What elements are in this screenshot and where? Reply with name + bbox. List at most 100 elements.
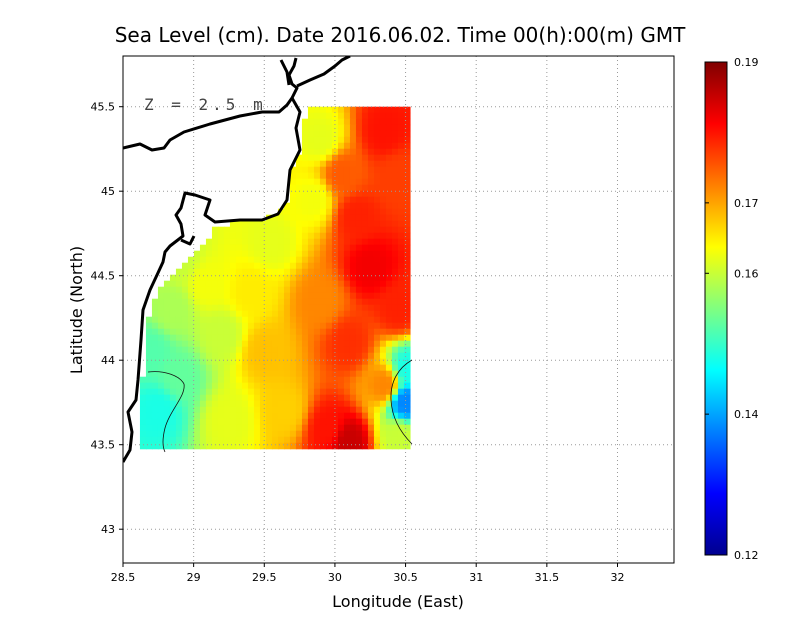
field-cell [199, 292, 207, 300]
field-cell [271, 352, 279, 360]
field-cell [223, 358, 231, 366]
field-cell [379, 442, 387, 450]
field-cell [175, 436, 183, 444]
field-cell [379, 166, 387, 174]
field-cell [295, 214, 303, 222]
field-cell [181, 340, 189, 348]
field-cell [337, 172, 345, 180]
field-cell [367, 292, 375, 300]
field-cell [139, 388, 147, 396]
field-cell [367, 406, 375, 414]
field-cell [403, 178, 411, 186]
field-cell [313, 178, 321, 186]
field-cell [301, 232, 309, 240]
field-cell [283, 382, 291, 390]
field-cell [337, 304, 345, 312]
field-cell [181, 442, 189, 450]
field-cell [325, 106, 333, 114]
field-cell [367, 436, 375, 444]
field-cell [277, 400, 285, 408]
field-cell [391, 412, 399, 420]
field-cell [301, 184, 309, 192]
field-cell [235, 412, 243, 420]
field-cell [325, 370, 333, 378]
field-cell [301, 250, 309, 258]
field-cell [193, 442, 201, 450]
field-cell [193, 304, 201, 312]
field-cell [169, 418, 177, 426]
field-cell [163, 316, 171, 324]
field-cell [253, 430, 261, 438]
field-cell [307, 346, 315, 354]
field-cell [211, 352, 219, 360]
field-cell [397, 244, 405, 252]
field-cell [355, 226, 363, 234]
field-cell [367, 184, 375, 192]
field-cell [193, 424, 201, 432]
field-cell [361, 202, 369, 210]
field-cell [295, 160, 303, 168]
field-cell [271, 412, 279, 420]
field-cell [175, 268, 183, 276]
field-cell [139, 376, 147, 384]
field-cell [337, 238, 345, 246]
field-cell [355, 292, 363, 300]
field-cell [199, 340, 207, 348]
grid [123, 56, 674, 563]
field-cell [229, 406, 237, 414]
field-cell [223, 424, 231, 432]
field-cell [337, 430, 345, 438]
field-cell [151, 424, 159, 432]
field-cell [271, 424, 279, 432]
field-cell [361, 340, 369, 348]
field-cell [217, 304, 225, 312]
field-cell [253, 382, 261, 390]
field-cell [217, 316, 225, 324]
field-cell [367, 280, 375, 288]
field-cell [343, 340, 351, 348]
field-cell [355, 154, 363, 162]
field-cell [361, 286, 369, 294]
field-cell [181, 424, 189, 432]
field-cell [373, 172, 381, 180]
field-cell [241, 274, 249, 282]
field-cell [349, 352, 357, 360]
field-cell [403, 118, 411, 126]
field-cell [343, 148, 351, 156]
x-tick-label: 28.5 [111, 571, 136, 584]
field-cell [193, 310, 201, 318]
field-cell [301, 412, 309, 420]
field-cell [247, 388, 255, 396]
field-cell [379, 214, 387, 222]
field-cell [193, 274, 201, 282]
field-cell [391, 214, 399, 222]
field-cell [205, 268, 213, 276]
field-cell [313, 322, 321, 330]
field-cell [385, 238, 393, 246]
field-cell [235, 436, 243, 444]
field-cell [355, 130, 363, 138]
field-cell [145, 322, 153, 330]
field-cell [247, 292, 255, 300]
field-cell [349, 286, 357, 294]
field-cell [385, 208, 393, 216]
field-cell [253, 268, 261, 276]
field-cell [277, 238, 285, 246]
field-cell [367, 400, 375, 408]
field-cell [223, 238, 231, 246]
field-cell [235, 340, 243, 348]
field-cell [397, 124, 405, 132]
field-cell [151, 370, 159, 378]
field-cell [217, 340, 225, 348]
field-cell [313, 226, 321, 234]
field-cell [373, 244, 381, 252]
field-cell [175, 322, 183, 330]
field-cell [277, 214, 285, 222]
field-cell [139, 394, 147, 402]
field-cell [355, 220, 363, 228]
field-cell [199, 250, 207, 258]
field-cell [283, 232, 291, 240]
field-cell [319, 112, 327, 120]
field-cell [403, 280, 411, 288]
field-cell [379, 400, 387, 408]
